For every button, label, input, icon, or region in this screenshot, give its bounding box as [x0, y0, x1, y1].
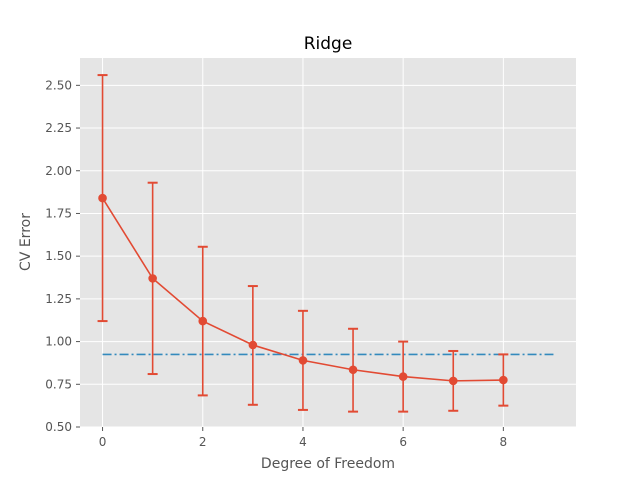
- y-tick-label: 0.50: [45, 420, 72, 434]
- x-tick-label: 8: [500, 435, 508, 449]
- x-axis-label: Degree of Freedom: [261, 456, 395, 472]
- data-point: [348, 365, 358, 375]
- chart-title: Ridge: [304, 34, 353, 54]
- data-point: [198, 316, 208, 326]
- data-point: [448, 376, 458, 386]
- data-point: [398, 372, 408, 381]
- y-tick-label: 2.00: [45, 164, 72, 178]
- y-tick-label: 2.25: [45, 121, 72, 135]
- data-point: [148, 274, 157, 283]
- data-point: [298, 356, 308, 365]
- y-tick-label: 1.00: [45, 335, 72, 349]
- y-tick-label: 1.50: [45, 249, 72, 263]
- y-axis-label: CV Error: [18, 213, 34, 271]
- data-point: [98, 193, 107, 203]
- data-point: [248, 340, 258, 350]
- x-tick-label: 2: [199, 435, 207, 449]
- grid-lines: [80, 58, 576, 428]
- x-tick-label: 0: [99, 435, 107, 449]
- y-tick-label: 1.75: [45, 206, 72, 220]
- x-tick-label: 6: [399, 435, 407, 449]
- x-axis-ticks: 0 2 4 6 8: [99, 427, 507, 449]
- y-tick-label: 2.50: [45, 78, 72, 92]
- y-tick-label: 0.75: [45, 377, 72, 391]
- y-axis-ticks: 0.50 0.75 1.00 1.25 1.50 1.75 2.00 2.25 2.50: [45, 78, 80, 434]
- x-tick-label: 4: [299, 435, 307, 449]
- data-point: [499, 375, 508, 385]
- plot-background: [80, 58, 576, 427]
- y-tick-label: 1.25: [45, 292, 72, 306]
- data-points: [98, 193, 508, 386]
